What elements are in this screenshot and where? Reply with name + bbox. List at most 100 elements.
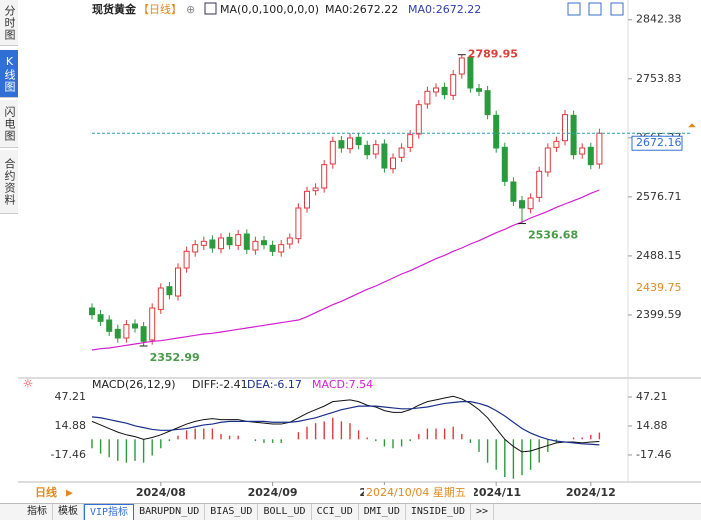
y-tick-label: 2842.38: [636, 13, 682, 26]
annotation: 2789.95: [468, 48, 518, 61]
dea-line: [91, 401, 600, 446]
y-tick-label: 2488.15: [636, 249, 682, 262]
tab[interactable]: BOLL_UD: [258, 504, 312, 520]
tab[interactable]: VIP指标: [84, 504, 135, 520]
ma-setting[interactable]: MA(0,0,100,0,0,0): [220, 3, 319, 16]
marker: [688, 123, 696, 128]
y-tick-label: -17.46: [51, 448, 86, 461]
candle-body: [596, 132, 603, 165]
candle-body: [140, 326, 147, 342]
side-tab[interactable]: K线图: [0, 50, 18, 98]
candle-body: [226, 236, 233, 246]
candle-body: [390, 157, 396, 170]
candle-body: [381, 143, 388, 169]
candle-body: [269, 244, 276, 252]
x-tick-label: 2024/09: [248, 486, 298, 499]
candle-body: [424, 90, 431, 105]
candle-body: [329, 140, 336, 165]
x-tick-label: 2024/08: [136, 486, 186, 499]
x-tick-label: 2024/12: [566, 486, 616, 499]
cursor-date-box: [364, 485, 474, 501]
tab[interactable]: BARUPDN_UD: [134, 504, 206, 520]
y-tick-label: 2753.83: [636, 72, 682, 85]
candle-body: [458, 57, 465, 75]
y-tick-label: 2399.59: [636, 308, 682, 321]
candle-body: [97, 314, 104, 322]
y-tick-label: 2576.71: [636, 190, 682, 203]
candle-body: [493, 114, 500, 149]
candle-body: [235, 234, 242, 246]
toolbar-icons[interactable]: [567, 2, 624, 16]
candle-body: [553, 140, 560, 148]
macd-dea: DEA:-6.17: [247, 378, 302, 391]
candle-body: [544, 147, 551, 173]
tab[interactable]: DMI_UD: [359, 504, 406, 520]
side-tab[interactable]: 分时图: [0, 0, 18, 46]
candle-body: [587, 146, 594, 166]
macd-diff: DIFF:-2.41: [192, 378, 248, 391]
tab[interactable]: >>: [471, 504, 495, 520]
x-tick-label: 2024/11: [471, 486, 521, 499]
candle-body: [433, 87, 439, 93]
tab[interactable]: BIAS_UD: [205, 504, 259, 520]
candle-body: [252, 240, 259, 251]
candle-body: [484, 90, 491, 116]
symbol: 现货黄金: [92, 2, 137, 16]
period[interactable]: 【日线】: [138, 2, 182, 16]
candle-body: [200, 240, 207, 246]
last-price-label: 2672.16: [636, 136, 682, 149]
candle-body: [364, 144, 371, 156]
annotation: 2536.68: [528, 229, 578, 242]
icon[interactable]: [567, 2, 581, 16]
icon[interactable]: [610, 2, 624, 16]
candle-body: [192, 244, 199, 253]
candle-body: [562, 114, 568, 142]
candle-body: [476, 88, 482, 92]
cursor-date: 2024/10/04 星期五: [366, 486, 466, 499]
ma-value: MA0:2672.22: [325, 3, 398, 16]
settings-icon[interactable]: ☼: [23, 377, 34, 391]
y-tick-label: 14.88: [636, 419, 668, 432]
candle-body: [398, 147, 405, 158]
macd-value: MACD:7.54: [312, 378, 373, 391]
candle-body: [570, 114, 577, 156]
y-tick-label: 47.21: [636, 390, 668, 403]
icon[interactable]: [588, 2, 602, 16]
ma-line: [91, 189, 600, 351]
tab[interactable]: 模板: [53, 504, 84, 520]
candle-body: [218, 237, 224, 250]
candle-body: [415, 104, 422, 135]
candle-body: [501, 146, 508, 182]
candle-body: [183, 250, 190, 269]
candle-body: [295, 207, 302, 240]
candle-body: [243, 233, 250, 250]
ma-icon[interactable]: [204, 2, 217, 15]
side-tab[interactable]: 闪电图: [0, 100, 18, 148]
tab-bar: 指标 模板 VIP指标 BARUPDN_UD BIAS_UD BOLL_UD C…: [0, 503, 701, 520]
arrow[interactable]: ▶: [66, 489, 73, 499]
side-tab[interactable]: 合约资料: [0, 150, 18, 214]
candle-body: [175, 267, 181, 297]
candle-body: [321, 164, 328, 189]
candle-body: [372, 144, 379, 155]
y-tick-label: 14.88: [55, 419, 87, 432]
candle-body: [467, 56, 474, 89]
candle-body: [89, 307, 95, 316]
y-tick-label: 47.21: [55, 390, 87, 403]
candle-body: [106, 319, 113, 332]
period-label[interactable]: 日线: [35, 485, 57, 499]
candle-body: [519, 200, 525, 209]
candle-body: [312, 187, 319, 192]
tab[interactable]: CCI_UD: [312, 504, 359, 520]
tab[interactable]: 指标: [22, 504, 53, 520]
candle-body: [338, 140, 345, 149]
candle-body: [441, 86, 448, 96]
diff-line: [91, 395, 600, 453]
tab[interactable]: INSIDE_UD: [406, 504, 472, 520]
candle-body: [157, 287, 164, 310]
add-icon[interactable]: ⊕: [186, 3, 195, 16]
candle-body: [347, 137, 353, 150]
candle-body: [450, 74, 457, 96]
